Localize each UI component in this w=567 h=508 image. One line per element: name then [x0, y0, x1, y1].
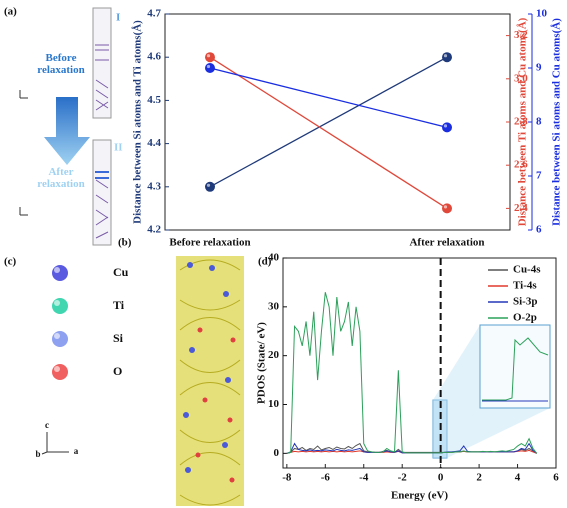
y-axis-label: Distance between Ti atoms and Cu atoms(Å… — [517, 17, 529, 226]
y-tick-label: 30 — [268, 300, 280, 312]
x-tick-label: -8 — [282, 472, 292, 484]
x-tick-label: -4 — [359, 472, 369, 484]
stage-label: II — [114, 142, 123, 154]
legend-label: O-2p — [513, 312, 537, 324]
x-tick-label: -2 — [398, 472, 408, 484]
y-tick-label: 4.3 — [147, 180, 161, 192]
x-tick-label: Before relaxation — [169, 237, 250, 249]
atom-swatch — [52, 298, 68, 314]
point — [205, 52, 215, 63]
y-tick-label: 10 — [536, 8, 548, 20]
atom-name: Si — [113, 331, 124, 345]
y-tick-label: 4.4 — [147, 137, 161, 149]
axes-icon — [19, 90, 28, 216]
legend-label: Si-3p — [513, 296, 537, 308]
inset-curve — [482, 337, 549, 401]
y-tick-label: 40 — [268, 252, 280, 264]
y-tick-label: 9 — [536, 62, 542, 74]
y-tick-label: 7 — [536, 170, 542, 182]
x-tick-label: 2 — [476, 472, 482, 484]
panel-label: (a) — [4, 6, 17, 18]
axis-letter: a — [74, 446, 79, 456]
axis-letter: c — [45, 420, 49, 430]
y-axis-label: Distance between Si atoms and Cu atoms(Å… — [551, 18, 563, 226]
y-tick-label: 6 — [536, 224, 542, 236]
plot-frame — [164, 13, 511, 231]
atom-swatch — [52, 265, 68, 281]
x-tick-label: 0 — [438, 472, 444, 484]
y-tick-label: 3.0 — [514, 72, 528, 84]
atom-name: O — [113, 364, 122, 378]
y-tick-label: 0 — [274, 447, 280, 459]
point — [205, 181, 215, 192]
atom-highlight — [54, 300, 60, 306]
atoms — [95, 171, 109, 179]
atom-swatch — [52, 364, 68, 380]
charge-density — [179, 259, 241, 506]
point-highlight — [443, 124, 448, 128]
slab-after — [92, 139, 112, 246]
atoms — [195, 327, 236, 483]
panel-label: (d) — [258, 256, 272, 268]
atom-swatch — [52, 331, 68, 347]
y-tick-label: 2.4 — [514, 202, 528, 214]
series-line — [209, 67, 448, 129]
atom-highlight — [54, 366, 60, 372]
x-tick-label: After relaxation — [409, 237, 484, 249]
y-tick-label: 2.8 — [514, 116, 528, 128]
y-tick-label: 4.5 — [147, 94, 161, 106]
y-tick-label: 4.7 — [147, 8, 161, 20]
charge-density — [176, 256, 244, 506]
series-line — [286, 292, 538, 454]
y-tick-label: 4.6 — [147, 51, 161, 63]
x-axis-label: Energy (eV) — [391, 490, 448, 502]
legend-label: Ti-4s — [513, 280, 537, 292]
inset — [479, 324, 551, 409]
after-label: After relaxation — [37, 166, 85, 190]
point-highlight — [443, 54, 448, 58]
legend-label: Cu-4s — [513, 264, 541, 276]
x-tick-label: 6 — [553, 472, 559, 484]
y-axis-label: Distance between Si atoms and Ti atoms(Å… — [132, 20, 144, 224]
point-highlight — [206, 183, 211, 187]
x-tick-label: -6 — [321, 472, 331, 484]
y-tick-label: 2.6 — [514, 159, 528, 171]
plot-frame — [282, 257, 557, 469]
y-tick-label: 3.2 — [514, 29, 528, 41]
y-axis-label: PDOS (State/ eV) — [256, 322, 268, 404]
atom-name: Cu — [113, 265, 129, 279]
point — [442, 52, 452, 63]
before-label: Before relaxation — [37, 52, 85, 76]
x-tick-label: 4 — [515, 472, 521, 484]
atom-name: Ti — [113, 298, 125, 312]
point — [442, 122, 452, 133]
atoms — [183, 262, 231, 473]
relax-arrow — [44, 97, 90, 165]
point — [205, 63, 215, 73]
point-highlight — [206, 54, 211, 58]
atom-highlight — [54, 267, 60, 273]
y-tick-label: 10 — [268, 398, 280, 410]
point — [442, 203, 452, 214]
panel-label: (b) — [118, 237, 132, 249]
y-tick-label: 8 — [536, 116, 542, 128]
slab-before — [92, 7, 112, 119]
series-line — [209, 56, 448, 188]
stage-label: I — [116, 12, 120, 24]
y-tick-label: 4.2 — [147, 224, 161, 236]
axis-letter: b — [35, 449, 40, 459]
atoms — [95, 44, 109, 239]
y-tick-label: 20 — [268, 349, 280, 361]
point-highlight — [443, 205, 448, 209]
point-highlight — [206, 64, 211, 69]
atom-highlight — [54, 333, 60, 339]
panel-label: (c) — [4, 256, 17, 268]
series-line — [209, 56, 448, 209]
axes-icon — [41, 432, 69, 455]
